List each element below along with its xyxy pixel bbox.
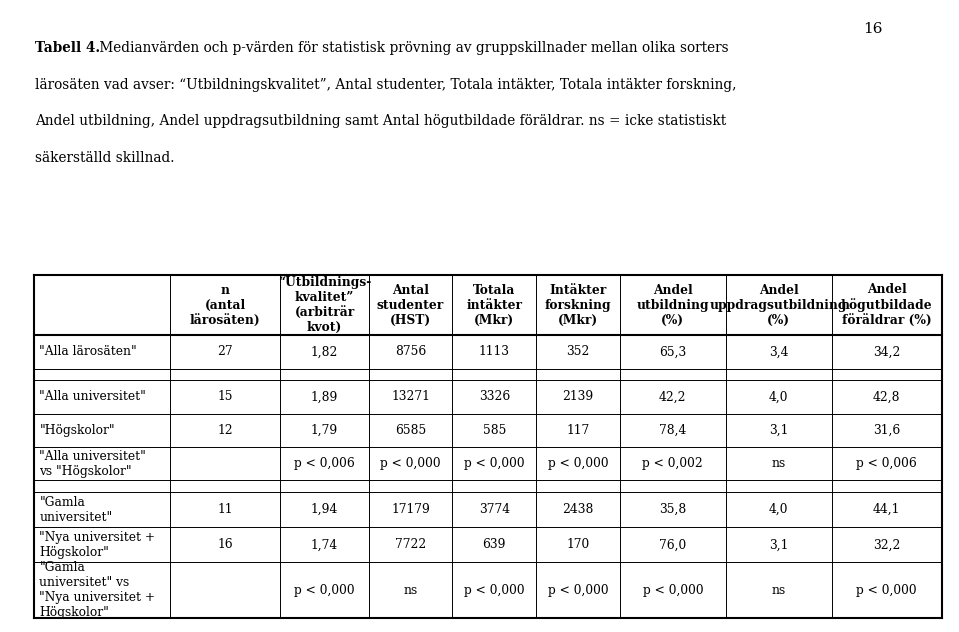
Text: "Gamla
universitet" vs
"Nya universitet +
Högskolor": "Gamla universitet" vs "Nya universitet … — [39, 561, 155, 619]
Text: ns: ns — [404, 584, 417, 597]
Text: Antal
studenter
(HST): Antal studenter (HST) — [377, 284, 444, 327]
Text: ns: ns — [771, 457, 785, 470]
Text: n
(antal
lärosäten): n (antal lärosäten) — [190, 284, 261, 327]
Text: Andel
uppdragsutbildning
(%): Andel uppdragsutbildning (%) — [710, 284, 848, 327]
Text: 65,3: 65,3 — [659, 346, 687, 358]
Text: 4,0: 4,0 — [769, 391, 788, 403]
Text: 1,89: 1,89 — [311, 391, 339, 403]
Text: 12: 12 — [218, 424, 233, 437]
Text: 11: 11 — [218, 503, 233, 516]
Text: 6585: 6585 — [395, 424, 426, 437]
Text: 76,0: 76,0 — [659, 538, 687, 551]
Text: 2438: 2438 — [562, 503, 594, 516]
Text: säkerställd skillnad.: säkerställd skillnad. — [35, 151, 175, 165]
Text: Andel
utbildning
(%): Andel utbildning (%) — [637, 284, 709, 327]
Text: 639: 639 — [482, 538, 506, 551]
Text: 34,2: 34,2 — [873, 346, 901, 358]
Text: 2139: 2139 — [562, 391, 594, 403]
Text: 585: 585 — [482, 424, 506, 437]
Text: 352: 352 — [567, 346, 590, 358]
Text: lärosäten vad avser: “Utbildningskvalitet”, Antal studenter, Totala intäkter, To: lärosäten vad avser: “Utbildningskvalite… — [35, 78, 737, 92]
Text: 3326: 3326 — [479, 391, 510, 403]
Text: Andel
högutbildade
föräldrar (%): Andel högutbildade föräldrar (%) — [841, 283, 932, 327]
Text: 170: 170 — [567, 538, 590, 551]
Text: 78,4: 78,4 — [659, 424, 687, 437]
Text: 31,6: 31,6 — [873, 424, 901, 437]
Text: 3,1: 3,1 — [769, 424, 788, 437]
Text: 117: 117 — [567, 424, 590, 437]
Text: Medianvärden och p-värden för statistisk prövning av gruppskillnader mellan olik: Medianvärden och p-värden för statistisk… — [95, 41, 729, 55]
Text: p < 0,000: p < 0,000 — [643, 584, 703, 597]
Text: p < 0,000: p < 0,000 — [294, 584, 355, 597]
Text: 32,2: 32,2 — [873, 538, 901, 551]
Text: 13271: 13271 — [391, 391, 430, 403]
Text: Totala
intäkter
(Mkr): Totala intäkter (Mkr) — [466, 284, 523, 327]
Text: 3,1: 3,1 — [769, 538, 788, 551]
Text: p < 0,000: p < 0,000 — [548, 584, 608, 597]
Text: 42,2: 42,2 — [659, 391, 687, 403]
Text: 44,1: 44,1 — [873, 503, 901, 516]
Text: 8756: 8756 — [395, 346, 426, 358]
Text: 1,94: 1,94 — [311, 503, 339, 516]
Text: Intäkter
forskning
(Mkr): Intäkter forskning (Mkr) — [545, 284, 611, 327]
Text: 15: 15 — [218, 391, 233, 403]
Text: p < 0,000: p < 0,000 — [548, 457, 608, 470]
Text: "Nya universitet +
Högskolor": "Nya universitet + Högskolor" — [39, 531, 155, 559]
Text: ns: ns — [771, 584, 785, 597]
Text: 27: 27 — [218, 346, 233, 358]
Text: 3,4: 3,4 — [769, 346, 788, 358]
Text: Tabell 4.: Tabell 4. — [35, 41, 101, 55]
Text: 1,79: 1,79 — [311, 424, 339, 437]
Text: Andel utbildning, Andel uppdragsutbildning samt Antal högutbildade föräldrar. ns: Andel utbildning, Andel uppdragsutbildni… — [35, 114, 727, 128]
Text: p < 0,006: p < 0,006 — [856, 457, 917, 470]
Text: 1,82: 1,82 — [311, 346, 339, 358]
Text: 16: 16 — [218, 538, 233, 551]
Text: p < 0,002: p < 0,002 — [643, 457, 703, 470]
Text: "Alla universitet"
vs "Högskolor": "Alla universitet" vs "Högskolor" — [39, 449, 146, 478]
Text: 3774: 3774 — [479, 503, 510, 516]
Text: 7722: 7722 — [395, 538, 426, 551]
Text: "Alla universitet": "Alla universitet" — [39, 391, 146, 403]
Text: "Högskolor": "Högskolor" — [39, 424, 115, 437]
Text: 35,8: 35,8 — [659, 503, 687, 516]
Text: 1113: 1113 — [479, 346, 510, 358]
Text: "Gamla
universitet": "Gamla universitet" — [39, 495, 112, 523]
Text: p < 0,000: p < 0,000 — [380, 457, 441, 470]
Text: p < 0,000: p < 0,000 — [464, 457, 525, 470]
Text: "Alla lärosäten": "Alla lärosäten" — [39, 346, 137, 358]
Text: 17179: 17179 — [391, 503, 430, 516]
Text: 42,8: 42,8 — [873, 391, 901, 403]
Text: p < 0,006: p < 0,006 — [294, 457, 355, 470]
Text: 16: 16 — [863, 22, 882, 36]
Text: p < 0,000: p < 0,000 — [464, 584, 525, 597]
Text: “Utbildnings-
kvalitet”
(arbiträr
kvot): “Utbildnings- kvalitet” (arbiträr kvot) — [278, 276, 371, 334]
Text: 4,0: 4,0 — [769, 503, 788, 516]
Text: 1,74: 1,74 — [311, 538, 339, 551]
Text: p < 0,000: p < 0,000 — [856, 584, 917, 597]
